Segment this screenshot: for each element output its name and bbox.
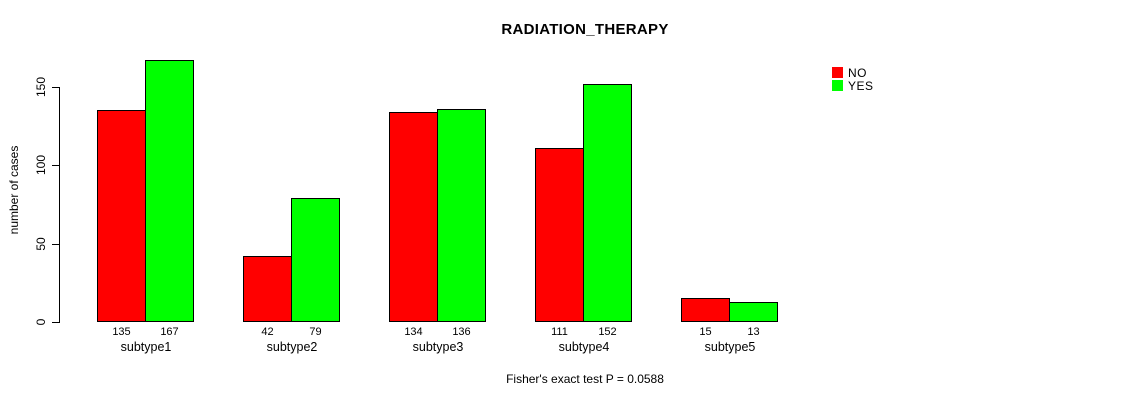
bar-value-no-subtype2: 42 bbox=[261, 326, 274, 338]
bar-value-yes-subtype2: 79 bbox=[309, 326, 322, 338]
bar-yes-subtype2 bbox=[291, 198, 340, 322]
chart-title: RADIATION_THERAPY bbox=[501, 21, 669, 38]
bar-value-no-subtype4: 111 bbox=[551, 326, 568, 338]
legend-swatch-no bbox=[832, 67, 843, 78]
bar-yes-subtype3 bbox=[437, 109, 486, 322]
bar-no-subtype3 bbox=[389, 112, 438, 322]
bar-value-yes-subtype5: 13 bbox=[747, 326, 760, 338]
bar-value-no-subtype3: 134 bbox=[404, 326, 423, 338]
category-label-subtype2: subtype2 bbox=[266, 340, 318, 354]
y-axis-tick bbox=[52, 244, 59, 245]
y-axis-tick-label: 150 bbox=[34, 76, 48, 98]
bar-value-yes-subtype1: 167 bbox=[160, 326, 179, 338]
category-label-subtype4: subtype4 bbox=[558, 340, 610, 354]
y-axis-label: number of cases bbox=[7, 145, 21, 235]
legend-label-yes: YES bbox=[848, 78, 874, 93]
bar-no-subtype4 bbox=[535, 148, 584, 322]
bar-no-subtype1 bbox=[97, 110, 146, 322]
bar-no-subtype5 bbox=[681, 298, 730, 322]
bar-yes-subtype4 bbox=[583, 84, 632, 322]
category-label-subtype5: subtype5 bbox=[704, 340, 756, 354]
bar-yes-subtype1 bbox=[145, 60, 194, 322]
y-axis-tick-label: 100 bbox=[34, 154, 48, 176]
legend-label-no: NO bbox=[848, 65, 867, 80]
y-axis-line bbox=[59, 87, 60, 323]
caption: Fisher's exact test P = 0.0588 bbox=[506, 372, 664, 386]
y-axis-tick bbox=[52, 322, 59, 323]
legend-item-yes: YES bbox=[832, 78, 874, 93]
category-label-subtype3: subtype3 bbox=[412, 340, 464, 354]
y-axis-tick-label: 0 bbox=[34, 318, 48, 326]
y-axis-tick bbox=[52, 165, 59, 166]
bar-value-no-subtype1: 135 bbox=[112, 326, 131, 338]
category-label-subtype1: subtype1 bbox=[120, 340, 172, 354]
bar-no-subtype2 bbox=[243, 256, 292, 322]
y-axis-tick bbox=[52, 87, 59, 88]
bar-value-no-subtype5: 15 bbox=[699, 326, 712, 338]
legend-item-no: NO bbox=[832, 65, 874, 80]
legend: NO YES bbox=[832, 65, 874, 93]
legend-swatch-yes bbox=[832, 80, 843, 91]
y-axis-tick-label: 50 bbox=[34, 237, 48, 251]
bar-value-yes-subtype3: 136 bbox=[452, 326, 471, 338]
bar-value-yes-subtype4: 152 bbox=[598, 326, 617, 338]
bar-yes-subtype5 bbox=[729, 302, 778, 322]
